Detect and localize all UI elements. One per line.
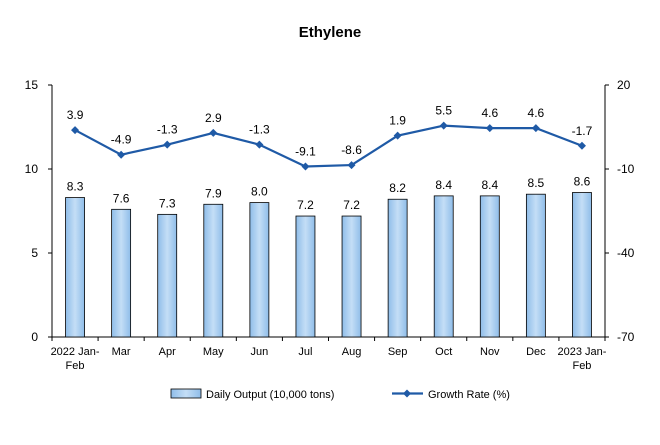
growth-rate-data-label: -1.3: [249, 123, 270, 137]
x-axis-tick-label: Apr: [159, 346, 176, 358]
bar-data-label: 8.6: [574, 175, 591, 189]
bar: [479, 195, 500, 338]
x-axis-tick-label: 2023 Jan-: [557, 346, 606, 358]
x-axis-tick-label: May: [203, 346, 224, 358]
growth-rate-point: [485, 124, 494, 133]
left-axis-tick-label: 5: [31, 246, 38, 260]
x-axis-tick-label: Oct: [435, 346, 452, 358]
x-axis-tick-label: Feb: [66, 360, 85, 372]
growth-rate-data-label: -1.7: [572, 124, 593, 138]
bar: [387, 198, 408, 338]
bar-data-label: 7.2: [343, 198, 360, 212]
growth-rate-point: [163, 140, 172, 149]
bar-data-label: 8.2: [389, 181, 406, 195]
growth-rate-point: [209, 128, 218, 137]
bar: [111, 208, 132, 338]
growth-rate-point: [71, 126, 80, 135]
growth-rate-point: [347, 161, 356, 170]
growth-rate-data-label: 5.5: [435, 104, 452, 118]
x-axis-tick-label: Aug: [342, 346, 362, 358]
left-axis-tick-label: 0: [31, 330, 38, 344]
legend-label-growth-rate: Growth Rate (%): [428, 389, 510, 401]
bar: [203, 203, 224, 338]
growth-rate-data-label: -1.3: [157, 123, 178, 137]
growth-rate-data-label: 3.9: [67, 108, 84, 122]
growth-rate-data-label: 1.9: [389, 114, 406, 128]
growth-rate-point: [301, 162, 310, 171]
legend-swatch-marker: [403, 389, 411, 398]
bar: [433, 195, 454, 338]
x-axis-tick-label: 2022 Jan-: [51, 346, 100, 358]
legend-swatch-bar: [170, 388, 202, 399]
growth-rate-point: [531, 124, 540, 133]
bar-data-label: 7.9: [205, 186, 222, 200]
bar: [157, 213, 178, 338]
growth-rate-point: [439, 121, 448, 130]
growth-rate-data-label: -9.1: [295, 144, 316, 158]
x-axis-tick-label: Sep: [388, 346, 408, 358]
growth-rate-point: [577, 141, 586, 150]
x-axis-tick-label: Nov: [480, 346, 500, 358]
growth-rate-data-label: 2.9: [205, 111, 222, 125]
growth-rate-line: [74, 124, 583, 168]
x-axis-tick-label: Jun: [251, 346, 269, 358]
bar: [295, 215, 316, 338]
bar-data-label: 8.5: [528, 176, 545, 190]
x-axis-tick-label: Feb: [572, 360, 591, 372]
growth-rate-data-label: 4.6: [528, 106, 545, 120]
bar: [341, 215, 362, 338]
bar-data-label: 8.3: [67, 180, 84, 194]
bar-data-label: 7.6: [113, 191, 130, 205]
bar-data-label: 8.4: [481, 178, 498, 192]
bar: [572, 192, 592, 338]
x-axis-tick-label: Jul: [298, 346, 312, 358]
legend-label-daily-output: Daily Output (10,000 tons): [206, 389, 334, 401]
right-axis-tick-label: -70: [617, 330, 635, 344]
growth-rate-point: [393, 131, 402, 140]
bar-data-label: 8.4: [435, 178, 452, 192]
left-axis-tick-label: 15: [25, 78, 39, 92]
bar-data-label: 7.3: [159, 196, 176, 210]
x-axis-tick-label: Mar: [112, 346, 131, 358]
growth-rate-point: [117, 150, 126, 159]
bar-data-label: 8.0: [251, 185, 268, 199]
x-axis-tick-label: Dec: [526, 346, 546, 358]
right-axis-tick-label: 20: [617, 78, 631, 92]
growth-rate-point: [255, 140, 264, 149]
left-axis-tick-label: 10: [25, 162, 39, 176]
bar: [65, 197, 85, 338]
right-axis-tick-label: -10: [617, 162, 635, 176]
growth-rate-data-label: 4.6: [481, 106, 498, 120]
bar: [525, 193, 546, 338]
chart-title: Ethylene: [299, 24, 362, 41]
bar: [249, 202, 270, 338]
bar-data-label: 7.2: [297, 198, 314, 212]
right-axis-tick-label: -40: [617, 246, 635, 260]
growth-rate-data-label: -4.9: [111, 133, 132, 147]
growth-rate-data-label: -8.6: [341, 143, 362, 157]
